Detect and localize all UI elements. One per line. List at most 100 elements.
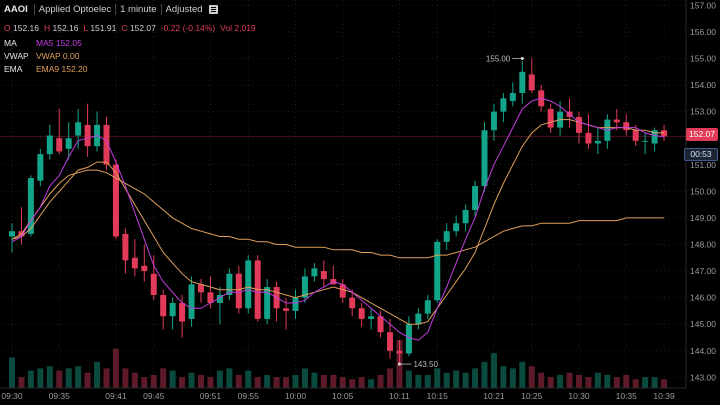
candle[interactable] <box>18 207 25 245</box>
candle[interactable] <box>131 239 138 277</box>
candle[interactable] <box>254 255 261 322</box>
candle[interactable] <box>443 223 450 250</box>
candle[interactable] <box>46 124 53 160</box>
candle[interactable] <box>9 223 15 253</box>
legend-ma[interactable]: MA MA5 152.05 <box>4 38 82 48</box>
candle[interactable] <box>453 215 460 237</box>
candle[interactable] <box>301 268 308 303</box>
candle[interactable] <box>358 302 365 327</box>
volume-bar <box>604 374 611 388</box>
volume-bar <box>339 377 346 388</box>
high-value: 152.16 <box>52 23 79 33</box>
candle[interactable] <box>27 175 34 237</box>
volume-bar <box>368 379 375 388</box>
candle[interactable] <box>642 132 649 155</box>
low-value: 151.91 <box>90 23 117 33</box>
legend-ma-value: MA5 152.05 <box>36 38 82 48</box>
ticker-symbol[interactable]: AAOI <box>4 3 28 15</box>
candle[interactable] <box>500 93 507 123</box>
candle[interactable] <box>594 127 601 155</box>
candle[interactable] <box>623 114 630 136</box>
volume-bar <box>179 377 186 388</box>
candle[interactable] <box>112 159 119 240</box>
candle[interactable] <box>490 103 497 141</box>
candle[interactable] <box>472 180 479 218</box>
volume-bar <box>613 377 620 388</box>
candle[interactable] <box>84 103 91 157</box>
y-axis: 157.00156.00155.00154.00153.00152.00151.… <box>685 0 716 388</box>
candle[interactable] <box>320 260 327 288</box>
adjusted-toggle[interactable]: Adjusted <box>160 3 203 15</box>
candle[interactable] <box>434 239 441 303</box>
candle[interactable] <box>56 108 63 155</box>
volume-bar <box>84 372 91 388</box>
candle[interactable] <box>150 255 157 301</box>
volume-bar <box>443 372 450 388</box>
candle[interactable] <box>339 279 346 303</box>
candle[interactable] <box>519 61 526 104</box>
candle[interactable] <box>141 244 148 282</box>
ma5-line <box>11 97 665 341</box>
candle[interactable] <box>651 127 658 152</box>
legend-ema[interactable]: EMA EMA9 152.20 <box>4 64 88 74</box>
candle[interactable] <box>368 308 375 330</box>
legend-vwap[interactable]: VWAP VWAP 0.00 <box>4 51 79 61</box>
candle[interactable] <box>661 124 668 141</box>
x-tick-label: 09:51 <box>200 391 222 401</box>
candle[interactable] <box>424 294 431 319</box>
close-value: 152.07 <box>129 23 156 33</box>
candle[interactable] <box>292 289 299 319</box>
y-tick-label: 144.00 <box>690 346 716 356</box>
candle[interactable] <box>226 268 233 301</box>
candle[interactable] <box>188 276 195 327</box>
candle[interactable] <box>613 108 620 131</box>
candle[interactable] <box>415 308 422 330</box>
candle[interactable] <box>576 111 582 144</box>
candle[interactable] <box>160 289 167 330</box>
candle[interactable] <box>528 58 535 94</box>
candle[interactable] <box>179 294 186 338</box>
candle[interactable] <box>264 279 271 325</box>
candle[interactable] <box>547 103 554 133</box>
candle[interactable] <box>216 287 223 325</box>
candle[interactable] <box>37 148 44 187</box>
candle[interactable] <box>169 297 176 330</box>
volume-bar <box>415 374 422 388</box>
candle[interactable] <box>311 263 318 282</box>
volume-bar <box>103 368 110 388</box>
candle[interactable] <box>273 281 280 322</box>
candle[interactable] <box>103 116 110 171</box>
candle[interactable] <box>75 108 82 149</box>
volume-bar <box>405 370 412 388</box>
candle[interactable] <box>94 111 101 152</box>
low-label: L <box>83 23 88 33</box>
x-tick-label: 09:45 <box>143 391 165 401</box>
svg-text:143.50: 143.50 <box>413 360 438 369</box>
candle[interactable] <box>377 310 384 338</box>
volume-bar <box>576 374 582 388</box>
candle[interactable] <box>387 318 393 359</box>
legend-vwap-name: VWAP <box>4 51 29 61</box>
interval-selector[interactable]: 1 minute <box>115 3 157 15</box>
menu-icon[interactable] <box>208 4 218 14</box>
candle[interactable] <box>396 340 403 365</box>
candle[interactable] <box>122 228 129 274</box>
volume-bar <box>188 372 195 388</box>
volume-bar <box>387 368 393 388</box>
candle[interactable] <box>198 279 204 303</box>
candle[interactable] <box>65 122 72 160</box>
candle[interactable] <box>481 122 488 192</box>
candle[interactable] <box>585 114 592 149</box>
candle[interactable] <box>604 114 611 149</box>
y-tick-label: 145.00 <box>690 319 716 329</box>
candle[interactable] <box>349 289 356 317</box>
candle[interactable] <box>462 204 469 232</box>
candle[interactable] <box>509 82 516 107</box>
candle[interactable] <box>632 124 639 147</box>
volume-bar <box>519 361 526 388</box>
candle[interactable] <box>283 297 290 330</box>
candle[interactable] <box>405 316 412 357</box>
candle[interactable] <box>245 255 252 314</box>
x-tick-label: 10:15 <box>427 391 449 401</box>
